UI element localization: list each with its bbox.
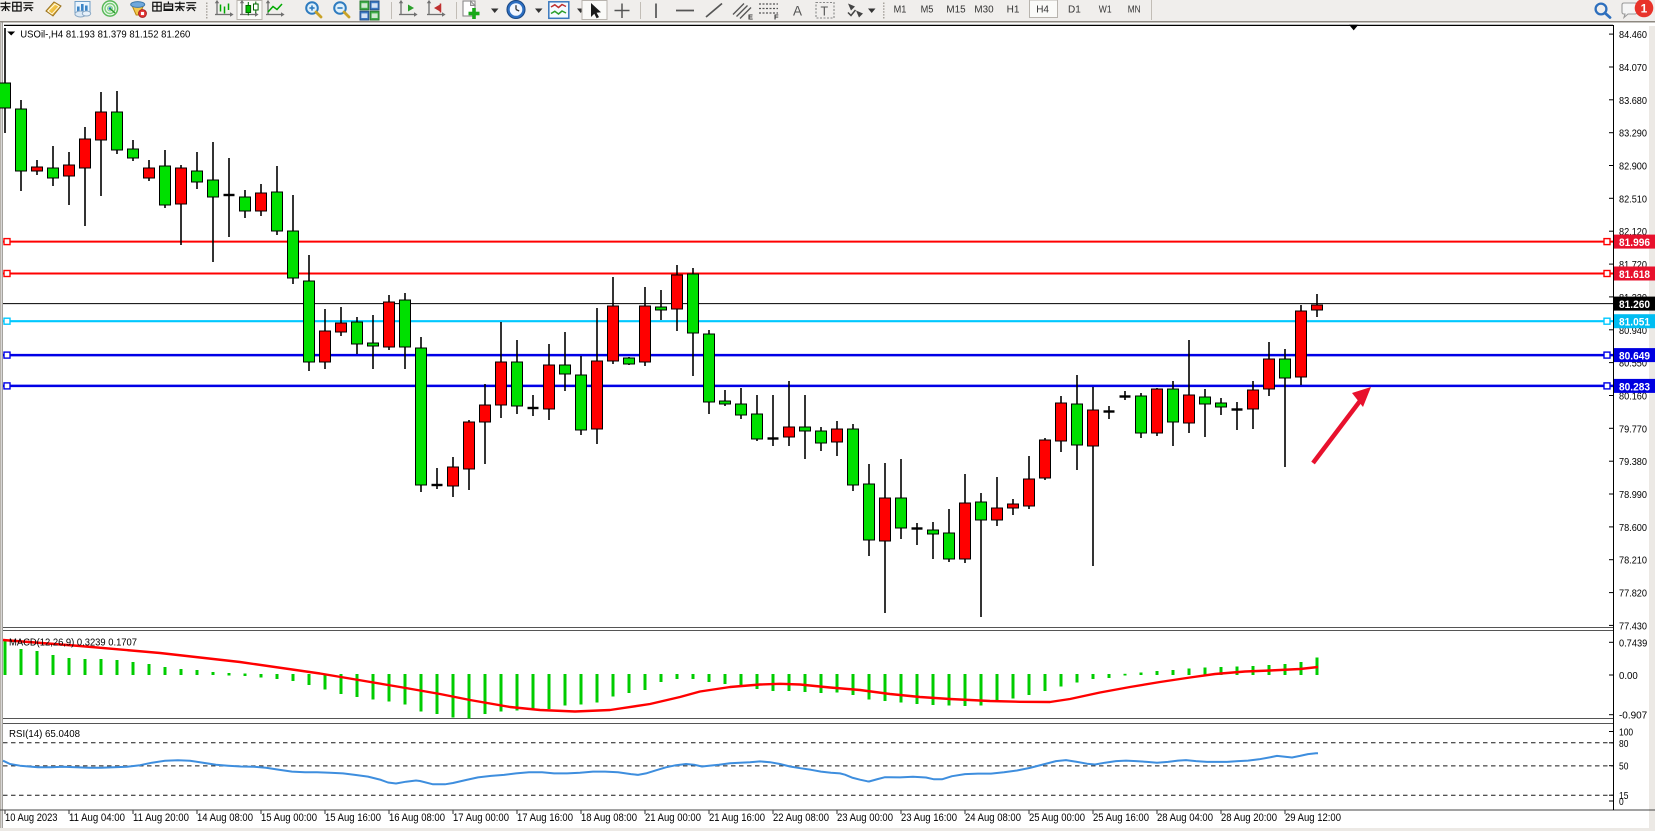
svg-text:15 Aug 16:00: 15 Aug 16:00 — [325, 812, 381, 824]
svg-text:11 Aug 20:00: 11 Aug 20:00 — [133, 812, 189, 824]
svg-text:80.160: 80.160 — [1619, 391, 1647, 403]
svg-text:M30: M30 — [974, 5, 994, 16]
svg-text:10 Aug 2023: 10 Aug 2023 — [5, 812, 58, 824]
svg-text:24 Aug 08:00: 24 Aug 08:00 — [965, 812, 1021, 824]
svg-text:-0.907: -0.907 — [1619, 710, 1647, 722]
svg-text:28 Aug 04:00: 28 Aug 04:00 — [1157, 812, 1213, 824]
svg-text:79.770: 79.770 — [1619, 423, 1647, 435]
svg-text:84.070: 84.070 — [1619, 62, 1647, 74]
svg-text:H4: H4 — [1036, 5, 1049, 16]
svg-text:78.600: 78.600 — [1619, 522, 1647, 534]
svg-text:17 Aug 00:00: 17 Aug 00:00 — [453, 812, 509, 824]
svg-text:28 Aug 20:00: 28 Aug 20:00 — [1221, 812, 1277, 824]
svg-text:14 Aug 08:00: 14 Aug 08:00 — [197, 812, 253, 824]
svg-text:16 Aug 08:00: 16 Aug 08:00 — [389, 812, 445, 824]
svg-text:80.649: 80.649 — [1619, 351, 1650, 363]
svg-text:81.618: 81.618 — [1619, 269, 1650, 281]
svg-text:MN: MN — [1128, 5, 1141, 16]
svg-text:84.460: 84.460 — [1619, 29, 1647, 41]
svg-text:M5: M5 — [921, 5, 934, 16]
svg-text:81.260: 81.260 — [1619, 299, 1650, 311]
svg-text:80: 80 — [1619, 738, 1629, 750]
svg-text:0.00: 0.00 — [1619, 670, 1638, 682]
svg-text:50: 50 — [1619, 761, 1629, 773]
svg-text:78.210: 78.210 — [1619, 555, 1647, 567]
svg-text:23 Aug 16:00: 23 Aug 16:00 — [901, 812, 957, 824]
svg-text:25 Aug 16:00: 25 Aug 16:00 — [1093, 812, 1149, 824]
svg-text:M1: M1 — [894, 5, 907, 16]
svg-text:82.900: 82.900 — [1619, 161, 1647, 173]
svg-text:21 Aug 16:00: 21 Aug 16:00 — [709, 812, 765, 824]
svg-text:81.996: 81.996 — [1619, 237, 1650, 249]
svg-text:81.051: 81.051 — [1619, 317, 1650, 329]
svg-text:18 Aug 08:00: 18 Aug 08:00 — [581, 812, 637, 824]
svg-text:W1: W1 — [1099, 5, 1112, 16]
svg-text:15 Aug 00:00: 15 Aug 00:00 — [261, 812, 317, 824]
svg-text:M15: M15 — [946, 5, 966, 16]
svg-text:H1: H1 — [1007, 5, 1020, 16]
svg-text:83.290: 83.290 — [1619, 128, 1647, 140]
svg-text:100: 100 — [1619, 727, 1633, 739]
svg-text:77.820: 77.820 — [1619, 588, 1647, 600]
svg-text:15: 15 — [1619, 790, 1629, 802]
svg-text:11 Aug 04:00: 11 Aug 04:00 — [69, 812, 125, 824]
svg-text:MACD(12,26,9) 0.3239 0.1707: MACD(12,26,9) 0.3239 0.1707 — [9, 637, 137, 649]
svg-text:F: F — [774, 13, 779, 22]
svg-text:0: 0 — [1619, 796, 1624, 808]
svg-text:0.7439: 0.7439 — [1619, 637, 1647, 649]
svg-text:23 Aug 00:00: 23 Aug 00:00 — [837, 812, 893, 824]
svg-text:80.283: 80.283 — [1619, 381, 1650, 393]
svg-text:USOil-,H4 81.193 81.379 81.15: USOil-,H4 81.193 81.379 81.152 81.260 — [20, 29, 190, 41]
svg-text:21 Aug 00:00: 21 Aug 00:00 — [645, 812, 701, 824]
svg-text:77.430: 77.430 — [1619, 620, 1647, 632]
svg-text:17 Aug 16:00: 17 Aug 16:00 — [517, 812, 573, 824]
svg-text:22 Aug 08:00: 22 Aug 08:00 — [773, 812, 829, 824]
svg-text:78.990: 78.990 — [1619, 489, 1647, 501]
svg-text:25 Aug 00:00: 25 Aug 00:00 — [1029, 812, 1085, 824]
svg-text:1: 1 — [1641, 2, 1648, 16]
svg-text:83.680: 83.680 — [1619, 95, 1647, 107]
svg-text:A: A — [793, 4, 802, 19]
svg-text:82.510: 82.510 — [1619, 193, 1647, 205]
svg-text:79.380: 79.380 — [1619, 456, 1647, 468]
svg-text:T: T — [821, 5, 829, 19]
svg-text:D1: D1 — [1068, 5, 1081, 16]
svg-text:29 Aug 12:00: 29 Aug 12:00 — [1285, 812, 1341, 824]
svg-text:RSI(14) 65.0408: RSI(14) 65.0408 — [9, 728, 80, 740]
svg-text:E: E — [748, 13, 753, 22]
